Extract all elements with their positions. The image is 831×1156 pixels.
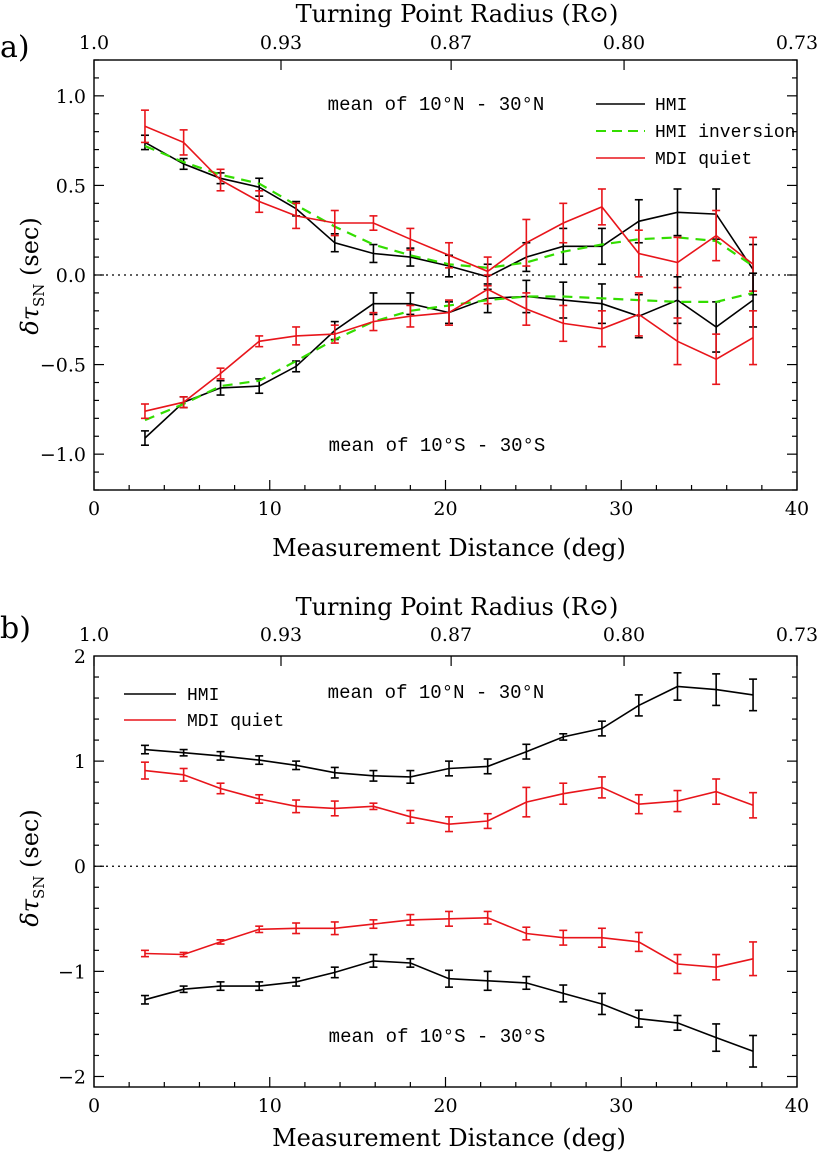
series-hmi-south (140, 953, 758, 1068)
panel-b-annotation-south: mean of 10°S - 30°S (329, 1026, 546, 1048)
legend-label-mdi-quiet: MDI quiet (187, 712, 284, 732)
top-tick-label: 0.93 (260, 32, 302, 54)
x-tick-label: 20 (433, 498, 457, 520)
legend-label-mdi-quiet: MDI quiet (655, 150, 752, 170)
panel-a: a) Turning Point Radius (R⊙) 1.0 0.93 0.… (0, 0, 818, 562)
top-tick-label: 0.73 (776, 32, 818, 54)
panel-a-annotation-north: mean of 10°N - 30°N (328, 94, 545, 116)
top-tick-label: 1.0 (79, 624, 109, 646)
series-mdi-quiet-north (140, 761, 758, 833)
legend-label-hmi: HMI (655, 96, 687, 116)
legend-label-hmi: HMI (187, 686, 219, 706)
panel-a-top-tick-labels: 1.0 0.93 0.87 0.80 0.73 (79, 32, 818, 54)
panel-b: b) Turning Point Radius (R⊙) 1.0 0.93 0.… (0, 593, 818, 1152)
series-mdi-quiet-south (140, 274, 758, 420)
panel-b-label: b) (0, 611, 31, 646)
panel-a-legend: HMI HMI inversion MDI quiet (596, 96, 795, 170)
y-tick-label: 0.5 (56, 175, 86, 197)
series-hmi-south (140, 272, 758, 447)
legend-label-hmi-inversion: HMI inversion (655, 123, 795, 143)
y-tick-label: 1 (74, 751, 86, 773)
top-tick-label: 0.87 (430, 624, 472, 646)
series-hmi-north (140, 672, 758, 784)
panel-b-plot-area: 0 10 20 30 40 −2 −1 0 1 2 (58, 646, 809, 1117)
panel-b-legend: HMI MDI quiet (124, 686, 284, 732)
panel-b-annotation-north: mean of 10°N - 30°N (328, 682, 545, 704)
y-tick-label: −1 (58, 961, 86, 983)
x-tick-label: 40 (785, 498, 809, 520)
x-tick-label: 30 (609, 498, 633, 520)
panel-a-annotation-south: mean of 10°S - 30°S (329, 435, 546, 457)
panel-a-plot-area: 0 10 20 30 40 −1.0 −0.5 0.0 0.5 1.0 (40, 59, 809, 520)
y-tick-label: 1.0 (56, 86, 86, 108)
x-tick-label: 0 (88, 1095, 100, 1117)
panel-b-top-tick-labels: 1.0 0.93 0.87 0.80 0.73 (79, 624, 818, 646)
series-mdi-quiet-south (140, 910, 758, 981)
y-tick-label: 0 (74, 856, 86, 878)
x-tick-label: 40 (785, 1095, 809, 1117)
panel-a-top-axis-title: Turning Point Radius (R⊙) (296, 0, 619, 28)
panel-a-y-axis-title: δτSN (sec) (16, 217, 48, 334)
y-tick-label: 0.0 (56, 265, 86, 287)
y-tick-label: −1.0 (40, 444, 86, 466)
panel-b-y-axis-title: δτSN (sec) (16, 809, 48, 926)
panel-a-label: a) (0, 30, 30, 65)
x-tick-label: 0 (88, 498, 100, 520)
x-tick-label: 10 (258, 498, 282, 520)
panel-b-x-axis-title: Measurement Distance (deg) (272, 1124, 626, 1152)
x-tick-label: 10 (258, 1095, 282, 1117)
top-tick-label: 0.80 (603, 624, 645, 646)
top-tick-label: 0.73 (776, 624, 818, 646)
y-tick-label: −0.5 (40, 355, 86, 377)
x-tick-label: 20 (433, 1095, 457, 1117)
top-tick-label: 0.87 (430, 32, 472, 54)
x-tick-label: 30 (609, 1095, 633, 1117)
top-tick-label: 0.93 (260, 624, 302, 646)
panel-b-top-axis-title: Turning Point Radius (R⊙) (296, 593, 619, 621)
panel-a-x-axis-title: Measurement Distance (deg) (272, 534, 626, 562)
top-tick-label: 1.0 (79, 32, 109, 54)
top-tick-label: 0.80 (603, 32, 645, 54)
y-tick-label: −2 (58, 1066, 86, 1088)
y-tick-label: 2 (74, 646, 86, 668)
